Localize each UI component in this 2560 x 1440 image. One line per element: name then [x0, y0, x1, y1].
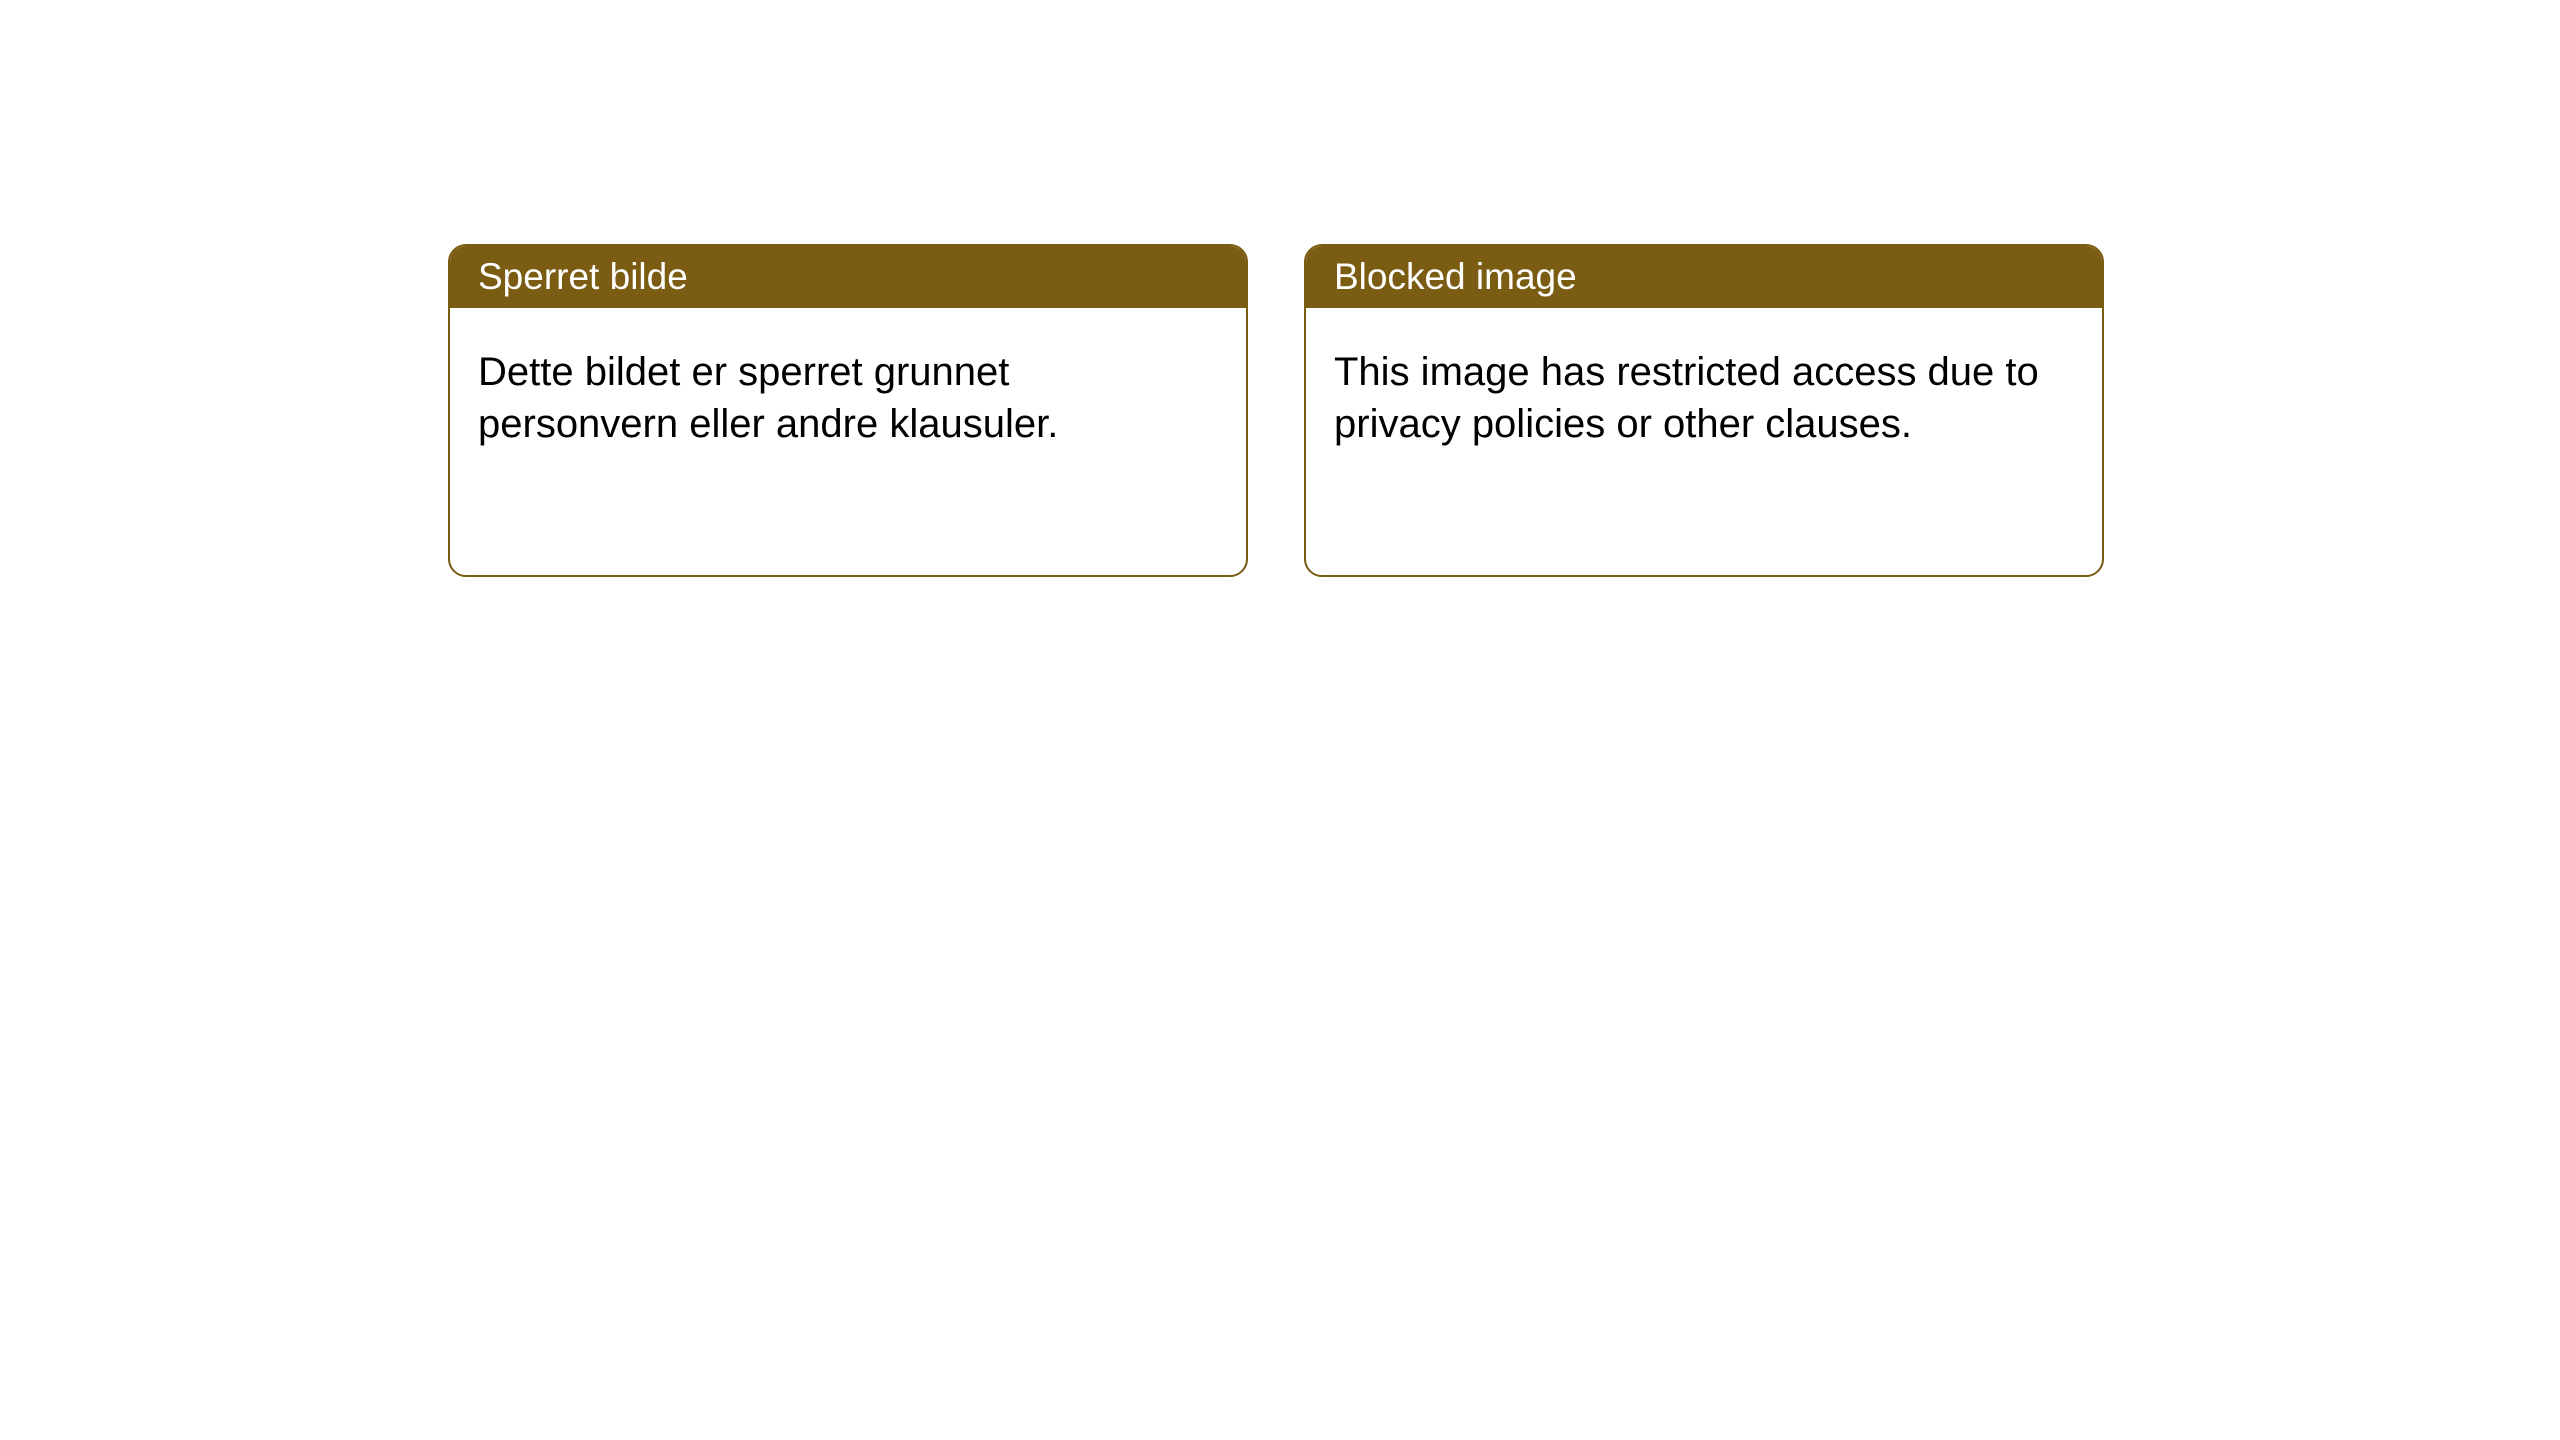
notice-body: This image has restricted access due to … — [1306, 308, 2102, 488]
notice-card-norwegian: Sperret bilde Dette bildet er sperret gr… — [448, 244, 1248, 577]
notice-header: Blocked image — [1306, 246, 2102, 308]
notice-header: Sperret bilde — [450, 246, 1246, 308]
notice-card-english: Blocked image This image has restricted … — [1304, 244, 2104, 577]
notice-container: Sperret bilde Dette bildet er sperret gr… — [448, 244, 2104, 577]
notice-body: Dette bildet er sperret grunnet personve… — [450, 308, 1246, 488]
